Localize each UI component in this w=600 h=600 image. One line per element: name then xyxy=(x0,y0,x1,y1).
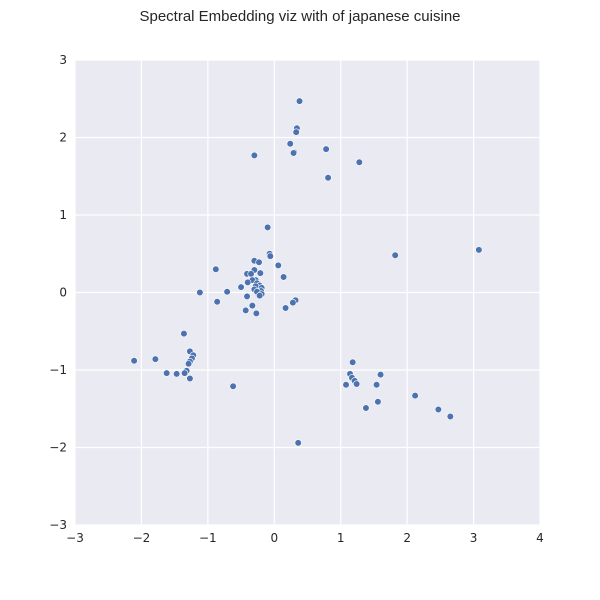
data-point xyxy=(163,369,171,377)
x-tick-label: 3 xyxy=(470,531,478,545)
data-point xyxy=(446,412,454,421)
data-point xyxy=(247,270,255,278)
data-point xyxy=(434,405,442,414)
data-point xyxy=(250,151,258,159)
data-point xyxy=(324,174,332,182)
data-point xyxy=(213,298,221,306)
data-point xyxy=(151,355,159,363)
data-point xyxy=(391,251,399,259)
x-tick-label: −1 xyxy=(199,531,217,545)
data-point xyxy=(355,158,363,166)
data-point xyxy=(374,398,382,406)
y-axis-tick-labels: −3 −2 −1 0 1 2 3 xyxy=(49,53,67,532)
data-point xyxy=(244,278,252,287)
data-point xyxy=(184,360,193,368)
data-point xyxy=(281,304,290,312)
data-point xyxy=(256,292,264,300)
x-tick-label: 4 xyxy=(536,531,544,545)
data-point xyxy=(229,382,237,390)
y-tick-label: −2 xyxy=(49,441,67,455)
x-tick-label: 2 xyxy=(403,531,411,545)
data-point xyxy=(186,374,194,383)
data-point xyxy=(173,370,181,378)
data-point xyxy=(362,404,370,412)
x-tick-label: 0 xyxy=(270,531,278,545)
data-point xyxy=(279,273,288,281)
data-point xyxy=(294,439,302,447)
data-point xyxy=(243,292,251,300)
x-tick-label: −2 xyxy=(133,531,151,545)
data-point xyxy=(322,145,330,153)
data-point xyxy=(289,149,298,157)
data-point xyxy=(411,391,419,400)
data-point xyxy=(286,140,294,148)
y-tick-label: −3 xyxy=(49,518,67,532)
data-point xyxy=(248,302,256,310)
data-point xyxy=(252,309,260,318)
x-tick-label: 1 xyxy=(337,531,345,545)
data-point xyxy=(295,97,304,105)
data-point xyxy=(130,357,138,365)
data-point xyxy=(372,381,381,389)
y-tick-label: 2 xyxy=(59,131,67,145)
data-point xyxy=(242,306,250,314)
data-point xyxy=(349,358,357,366)
chart-title: Spectral Embedding viz with of japanese … xyxy=(139,8,461,25)
data-point xyxy=(255,258,263,266)
y-grid-lines xyxy=(75,59,540,526)
data-point xyxy=(266,252,274,260)
data-point xyxy=(264,223,272,231)
y-tick-label: 1 xyxy=(59,208,67,222)
y-tick-label: −1 xyxy=(49,363,67,377)
data-point xyxy=(353,380,361,388)
data-point xyxy=(223,288,231,296)
data-point xyxy=(274,261,282,269)
data-point xyxy=(289,298,297,307)
data-point xyxy=(475,246,483,254)
data-point xyxy=(292,128,300,136)
data-point xyxy=(181,369,189,377)
data-point xyxy=(237,283,245,291)
y-tick-label: 0 xyxy=(59,286,67,300)
data-point xyxy=(256,269,264,277)
data-point xyxy=(212,265,220,273)
x-axis-tick-labels: −3 −2 −1 0 1 2 3 4 xyxy=(66,531,544,545)
data-point xyxy=(342,381,350,389)
data-points xyxy=(130,97,483,447)
x-tick-label: −3 xyxy=(66,531,84,545)
data-point xyxy=(376,371,385,379)
data-point xyxy=(180,329,188,338)
data-point xyxy=(196,288,204,297)
y-tick-label: 3 xyxy=(59,53,67,67)
